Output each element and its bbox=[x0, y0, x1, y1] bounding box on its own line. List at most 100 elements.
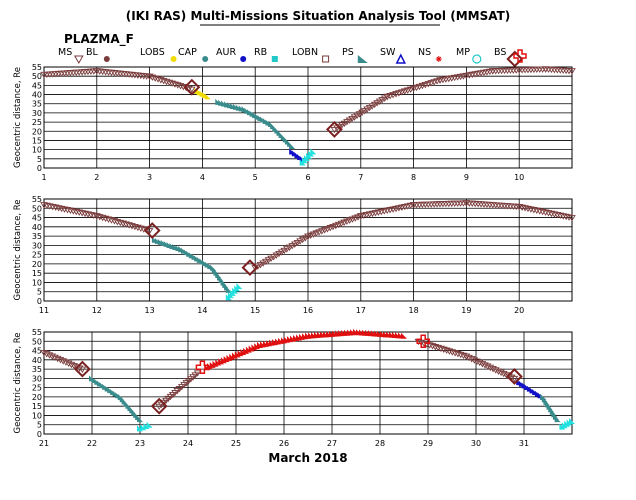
data-point bbox=[551, 411, 558, 418]
data-point bbox=[499, 370, 508, 378]
legend-item-bl: BL bbox=[86, 47, 110, 62]
y-tick-label: 20 bbox=[32, 393, 42, 402]
data-point bbox=[448, 349, 457, 356]
data-point bbox=[193, 370, 202, 377]
y-tick-label: 5 bbox=[37, 288, 42, 297]
data-point bbox=[128, 223, 136, 230]
data-point bbox=[275, 250, 283, 258]
data-point bbox=[282, 136, 289, 143]
y-tick-label: 25 bbox=[32, 118, 42, 127]
data-point bbox=[121, 398, 128, 405]
data-point bbox=[298, 236, 307, 244]
series-ps bbox=[151, 236, 232, 293]
data-point bbox=[157, 77, 165, 84]
legend-symbol-lobs bbox=[170, 56, 177, 62]
data-point bbox=[127, 405, 134, 412]
data-point bbox=[256, 262, 265, 269]
data-point bbox=[113, 219, 122, 226]
series-rb bbox=[559, 418, 575, 430]
data-point bbox=[494, 368, 503, 375]
data-point bbox=[59, 358, 67, 365]
y-tick-label: 55 bbox=[32, 63, 42, 72]
y-tick-label: 35 bbox=[32, 100, 42, 109]
data-point bbox=[301, 235, 310, 242]
y-tick-label: 30 bbox=[32, 109, 42, 118]
x-tick-label: 3 bbox=[147, 173, 152, 182]
data-point bbox=[236, 283, 243, 290]
data-point bbox=[95, 214, 104, 221]
y-tick-label: 15 bbox=[32, 269, 42, 278]
data-point bbox=[454, 351, 462, 358]
x-tick-label: 13 bbox=[145, 306, 155, 315]
data-point bbox=[204, 93, 211, 100]
data-point bbox=[280, 134, 287, 141]
legend-label: AUR bbox=[216, 47, 236, 58]
x-tick-label: 14 bbox=[197, 306, 207, 315]
data-point bbox=[568, 215, 576, 222]
data-point bbox=[173, 82, 182, 89]
x-tick-label: 6 bbox=[305, 173, 310, 182]
data-point bbox=[151, 75, 160, 82]
data-point bbox=[401, 332, 407, 339]
data-point bbox=[278, 131, 285, 138]
grid bbox=[43, 331, 572, 435]
grid bbox=[43, 198, 572, 302]
data-point bbox=[224, 284, 231, 291]
data-point bbox=[280, 247, 289, 255]
data-point bbox=[137, 225, 145, 232]
bs-crossing-marker bbox=[73, 360, 91, 378]
data-point bbox=[98, 214, 107, 222]
data-point bbox=[48, 353, 57, 360]
data-point bbox=[259, 260, 267, 267]
data-point bbox=[67, 361, 76, 369]
data-point bbox=[56, 357, 65, 364]
x-tick-label: 22 bbox=[87, 439, 97, 448]
data-point bbox=[272, 125, 279, 132]
series-rb bbox=[137, 421, 153, 432]
data-point bbox=[110, 218, 119, 225]
x-tick-label: 26 bbox=[279, 439, 289, 448]
data-point bbox=[545, 401, 551, 408]
data-point bbox=[70, 363, 78, 370]
legend-item-cap: CAP bbox=[178, 47, 209, 62]
data-point bbox=[274, 127, 281, 134]
data-point bbox=[188, 86, 196, 93]
plot-frame bbox=[43, 331, 573, 435]
x-tick-label: 27 bbox=[327, 439, 337, 448]
data-point bbox=[507, 374, 516, 382]
y-tick-label: 30 bbox=[32, 241, 42, 250]
legend-label: BL bbox=[86, 47, 99, 58]
y-tick-label: 20 bbox=[32, 127, 42, 136]
data-point bbox=[437, 345, 445, 353]
x-tick-label: 12 bbox=[92, 306, 102, 315]
bs-crossing-marker bbox=[241, 259, 259, 277]
plot-frame bbox=[43, 198, 573, 302]
legend-item-bs: BS bbox=[494, 47, 524, 68]
series-ns bbox=[204, 329, 407, 371]
y-tick-label: 40 bbox=[32, 223, 42, 232]
data-point bbox=[465, 354, 473, 362]
data-point bbox=[171, 81, 179, 88]
y-tick-label: 5 bbox=[37, 421, 42, 430]
data-point bbox=[51, 354, 59, 362]
data-point bbox=[125, 222, 133, 229]
data-point bbox=[540, 393, 547, 400]
series-ms bbox=[40, 68, 196, 93]
data-point bbox=[78, 366, 87, 373]
y-tick-label: 5 bbox=[37, 155, 42, 164]
data-point bbox=[107, 217, 116, 224]
data-point bbox=[276, 129, 283, 136]
data-point bbox=[277, 249, 286, 256]
x-tick-label: 10 bbox=[514, 173, 524, 182]
x-tick-label: 29 bbox=[423, 439, 433, 448]
data-point bbox=[473, 358, 481, 365]
data-point bbox=[123, 400, 130, 407]
grid bbox=[43, 66, 572, 169]
data-point bbox=[117, 393, 124, 400]
data-point bbox=[445, 348, 454, 355]
y-axis-label: Geocentric distance, Re bbox=[13, 67, 23, 168]
legend-item-ms: MS bbox=[58, 47, 84, 65]
